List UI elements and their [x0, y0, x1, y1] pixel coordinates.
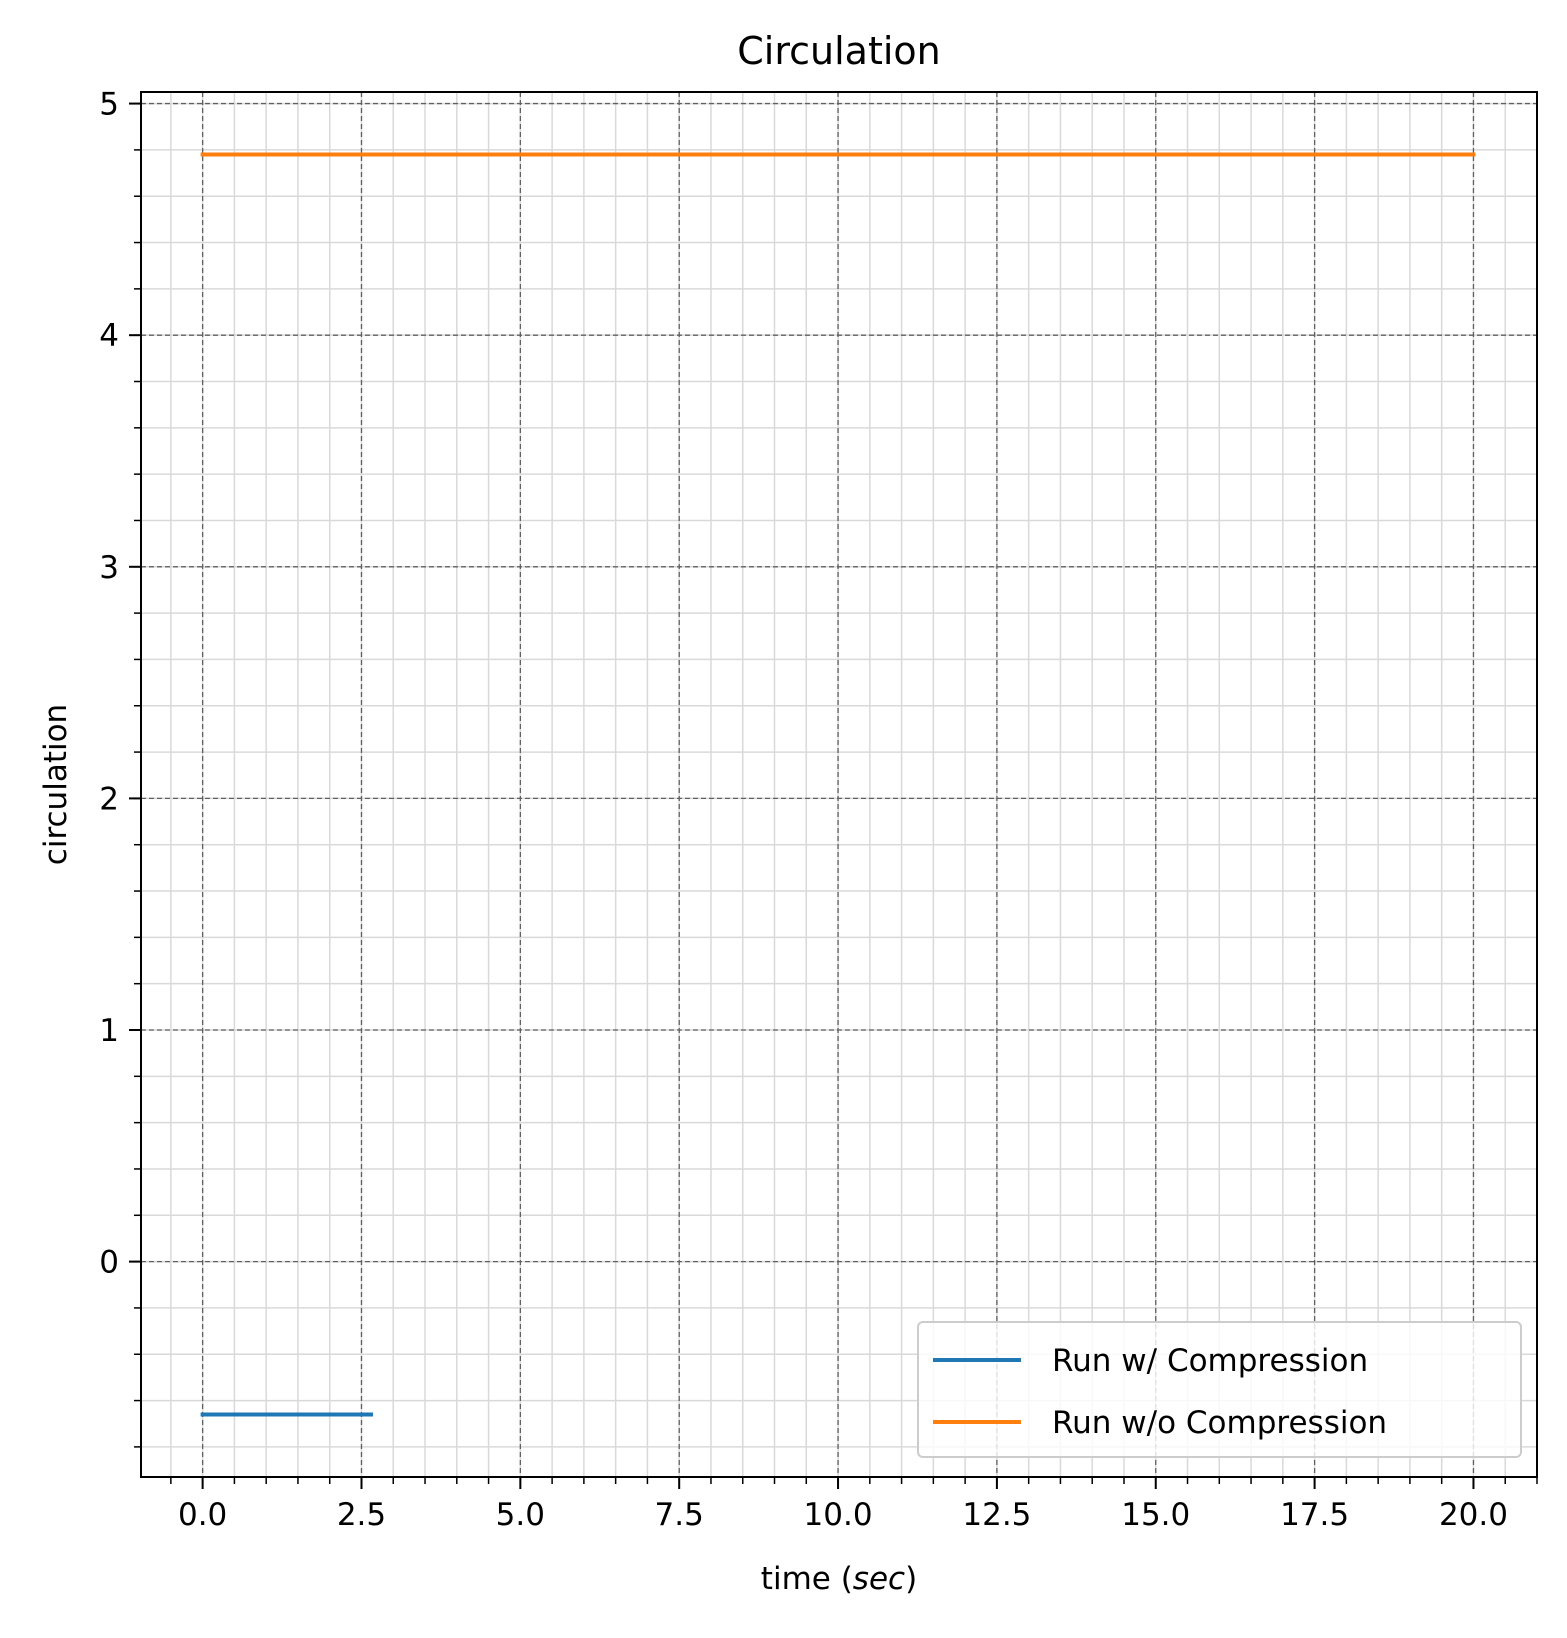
y-tick-label: 4 [99, 318, 119, 354]
y-axis-label: circulation [38, 704, 74, 865]
x-tick-label: 20.0 [1439, 1497, 1508, 1533]
x-tick-label: 17.5 [1280, 1497, 1349, 1533]
series-layer [200, 152, 1476, 1417]
x-tick-label: 12.5 [962, 1497, 1031, 1533]
x-tick-label: 0.0 [178, 1497, 227, 1533]
x-tick-label: 10.0 [804, 1497, 873, 1533]
y-tick-label: 1 [99, 1013, 119, 1049]
x-axis-label-unit: sec [853, 1561, 905, 1597]
legend-box [917, 1321, 1522, 1458]
x-axis-label-prefix: time ( [761, 1561, 853, 1597]
legend-label-run-without-compression: Run w/o Compression [1052, 1405, 1387, 1441]
y-tick-label: 3 [99, 550, 119, 586]
x-tick-label: 15.0 [1121, 1497, 1190, 1533]
legend-label-run-with-compression: Run w/ Compression [1052, 1343, 1368, 1379]
y-tick-label: 2 [99, 781, 119, 817]
minor-gridlines [141, 92, 1538, 1477]
x-axis-label-suffix: ) [905, 1561, 917, 1597]
major-gridlines [141, 92, 1537, 1477]
axis-ticks [129, 102, 1538, 1489]
x-tick-label: 7.5 [655, 1497, 704, 1533]
y-tick-label: 5 [99, 87, 119, 123]
x-axis-label: time (sec) [761, 1561, 917, 1597]
chart-title: Circulation [737, 29, 941, 73]
legend: Run w/ Compression Run w/o Compression [917, 1321, 1522, 1458]
y-tick-label: 0 [99, 1245, 119, 1281]
tick-labels: 0.0 2.5 5.0 7.5 10.0 12.5 15.0 17.5 20.0 0 1 2 3 4 5 [99, 87, 1508, 1533]
x-tick-label: 5.0 [496, 1497, 545, 1533]
x-tick-label: 2.5 [337, 1497, 386, 1533]
